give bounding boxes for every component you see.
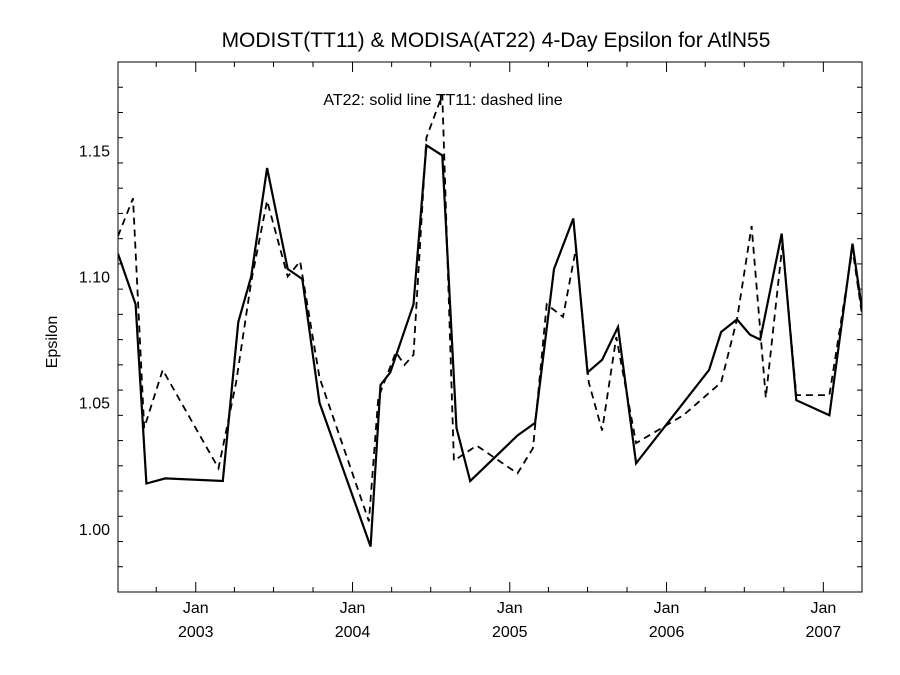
y-tick-label: 1.00 (79, 522, 110, 539)
x-tick-month-label: Jan (497, 600, 523, 617)
chart-annotation: AT22: solid line TT11: dashed line (323, 92, 562, 109)
x-tick-year-label: 2004 (335, 624, 371, 641)
solid-series-line (118, 143, 862, 547)
x-tick-month-label: Jan (183, 600, 209, 617)
x-tick-year-label: 2006 (649, 624, 685, 641)
x-tick-year-label: 2007 (806, 624, 842, 641)
y-tick-label: 1.05 (79, 396, 110, 413)
y-tick-label: 1.15 (79, 143, 110, 160)
plot-area (118, 94, 862, 547)
axes: 1.00 1.05 1.10 1.15 Jan 2003 Jan 2004 Jan 2005 Jan… (79, 61, 863, 641)
x-tick-year-label: 2005 (492, 624, 528, 641)
chart-title: MODIST(TT11) & MODISA(AT22) 4-Day Epsilo… (222, 29, 771, 52)
x-tick-month-label: Jan (340, 600, 366, 617)
plot-frame (117, 61, 863, 593)
x-tick-month-label: Jan (810, 600, 836, 617)
x-tick-year-label: 2003 (178, 624, 214, 641)
dashed-series-line (118, 94, 862, 522)
y-axis-label: Epsilon (44, 316, 61, 368)
y-tick-label: 1.10 (79, 270, 110, 287)
x-tick-month-label: Jan (654, 600, 680, 617)
